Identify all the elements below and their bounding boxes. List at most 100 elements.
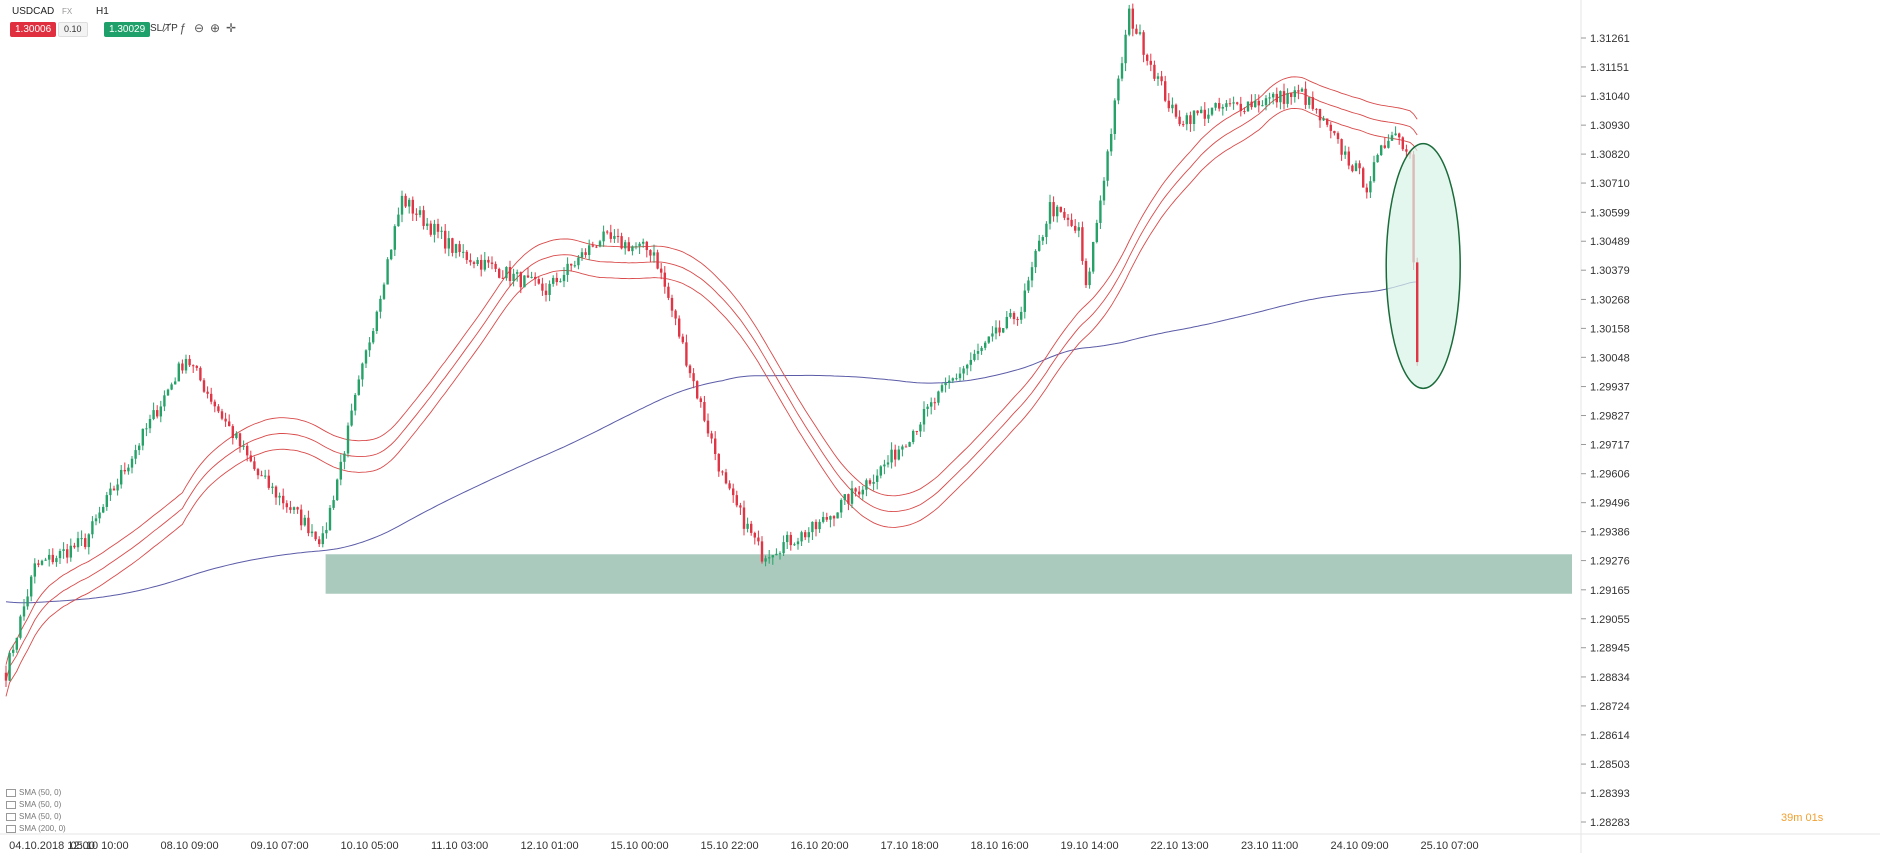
candle-body: [213, 401, 216, 407]
candle-body: [908, 442, 911, 447]
candle-body: [1326, 118, 1329, 125]
price-tick-label: 1.28614: [1590, 730, 1630, 742]
candle-body: [368, 342, 371, 351]
sl-tp-button[interactable]: SL/TP: [150, 23, 178, 34]
candle-body: [123, 469, 126, 472]
candle-body: [4, 672, 8, 681]
candle-body: [300, 509, 303, 526]
candle-body: [667, 286, 670, 298]
candle-body: [1239, 103, 1242, 112]
candle-body: [926, 406, 929, 409]
candle-body: [12, 649, 15, 653]
candle-body: [541, 283, 544, 291]
candle-body: [1164, 81, 1167, 101]
candle-body: [69, 545, 72, 558]
candle-body: [393, 226, 396, 250]
candle-body: [1128, 8, 1131, 35]
sma-200-line: [5, 281, 1418, 604]
candle-body: [732, 488, 735, 496]
candle-body: [1034, 250, 1037, 268]
time-tick-label: 15.10 22:00: [701, 840, 759, 852]
candle-body: [735, 495, 738, 506]
candle-body: [717, 454, 720, 472]
candle-body: [1052, 202, 1055, 217]
indicator-icon[interactable]: ƒ: [179, 21, 187, 35]
candle-body: [1351, 165, 1354, 172]
candle-body: [688, 365, 692, 374]
timeframe-selector[interactable]: H1: [96, 6, 109, 17]
candle-body: [861, 489, 864, 495]
candle-body: [336, 479, 339, 501]
candle-body: [998, 327, 1001, 333]
symbol-type: FX: [62, 7, 73, 16]
candle-body: [1002, 328, 1005, 333]
candle-body: [1167, 100, 1170, 109]
indicator-sma-3[interactable]: SMA (50, 0): [6, 812, 61, 821]
candle-body: [955, 378, 958, 380]
candle-body: [372, 331, 375, 343]
price-tick-label: 1.30158: [1590, 323, 1630, 335]
candle-body: [1398, 133, 1401, 138]
candle-body: [962, 368, 965, 374]
candle-body: [19, 616, 22, 638]
candle-body: [656, 252, 659, 269]
candle-body: [984, 342, 987, 348]
candle-body: [94, 518, 98, 522]
candle-body: [1257, 100, 1260, 106]
candle-body: [793, 544, 796, 546]
candle-body: [980, 347, 983, 352]
candle-body: [454, 244, 458, 253]
candle-body: [512, 273, 515, 282]
sell-button[interactable]: 1.30006: [10, 22, 57, 37]
candle-body: [757, 537, 760, 542]
candle-body: [15, 637, 18, 650]
candle-body: [1243, 111, 1246, 113]
buy-button[interactable]: 1.30029: [104, 22, 151, 37]
candle-body: [48, 554, 51, 560]
candle-body: [613, 235, 616, 239]
zoom-out-icon[interactable]: ⊖: [193, 21, 205, 35]
candle-body: [624, 242, 627, 249]
candle-body: [307, 517, 310, 534]
candle-body: [526, 275, 530, 278]
candle-body: [1045, 223, 1048, 238]
candle-body: [166, 389, 170, 396]
candle-body: [346, 425, 350, 454]
line-chart-icon[interactable]: ⟋: [162, 21, 172, 35]
candle-body: [451, 238, 454, 253]
candle-body: [552, 277, 555, 284]
candle-body: [771, 555, 774, 558]
candle-body: [1207, 114, 1210, 119]
candle-body: [555, 277, 558, 283]
candle-body: [973, 353, 976, 360]
candle-body: [325, 529, 328, 534]
candle-body: [1192, 110, 1196, 125]
candle-body: [1210, 107, 1214, 115]
indicator-sma-2[interactable]: SMA (50, 0): [6, 800, 61, 809]
candle-body: [940, 385, 944, 392]
indicator-sma-1[interactable]: SMA (50, 0): [6, 788, 61, 797]
indicator-sma-4[interactable]: SMA (200, 0): [6, 824, 66, 833]
candle-body: [1318, 108, 1322, 121]
candle-body: [440, 230, 443, 232]
quantity-input[interactable]: 0.10: [58, 22, 88, 37]
candle-body: [883, 464, 886, 467]
crosshair-icon[interactable]: ✛: [225, 21, 237, 35]
candle-body: [30, 576, 33, 597]
candle-body: [1189, 115, 1192, 125]
zoom-in-icon[interactable]: ⊕: [209, 21, 221, 35]
candle-body: [696, 381, 699, 399]
candle-body: [1059, 206, 1062, 212]
symbol-selector[interactable]: USDCAD: [12, 6, 54, 17]
candle-body: [1149, 60, 1152, 65]
candle-body: [775, 553, 778, 556]
candle-body: [404, 195, 407, 207]
candle-body: [559, 281, 562, 283]
candle-body: [364, 350, 368, 364]
candle-body: [91, 521, 94, 535]
candle-body: [62, 549, 65, 551]
candle-body: [87, 534, 90, 548]
candle-body: [1038, 240, 1041, 251]
candle-body: [174, 381, 177, 385]
